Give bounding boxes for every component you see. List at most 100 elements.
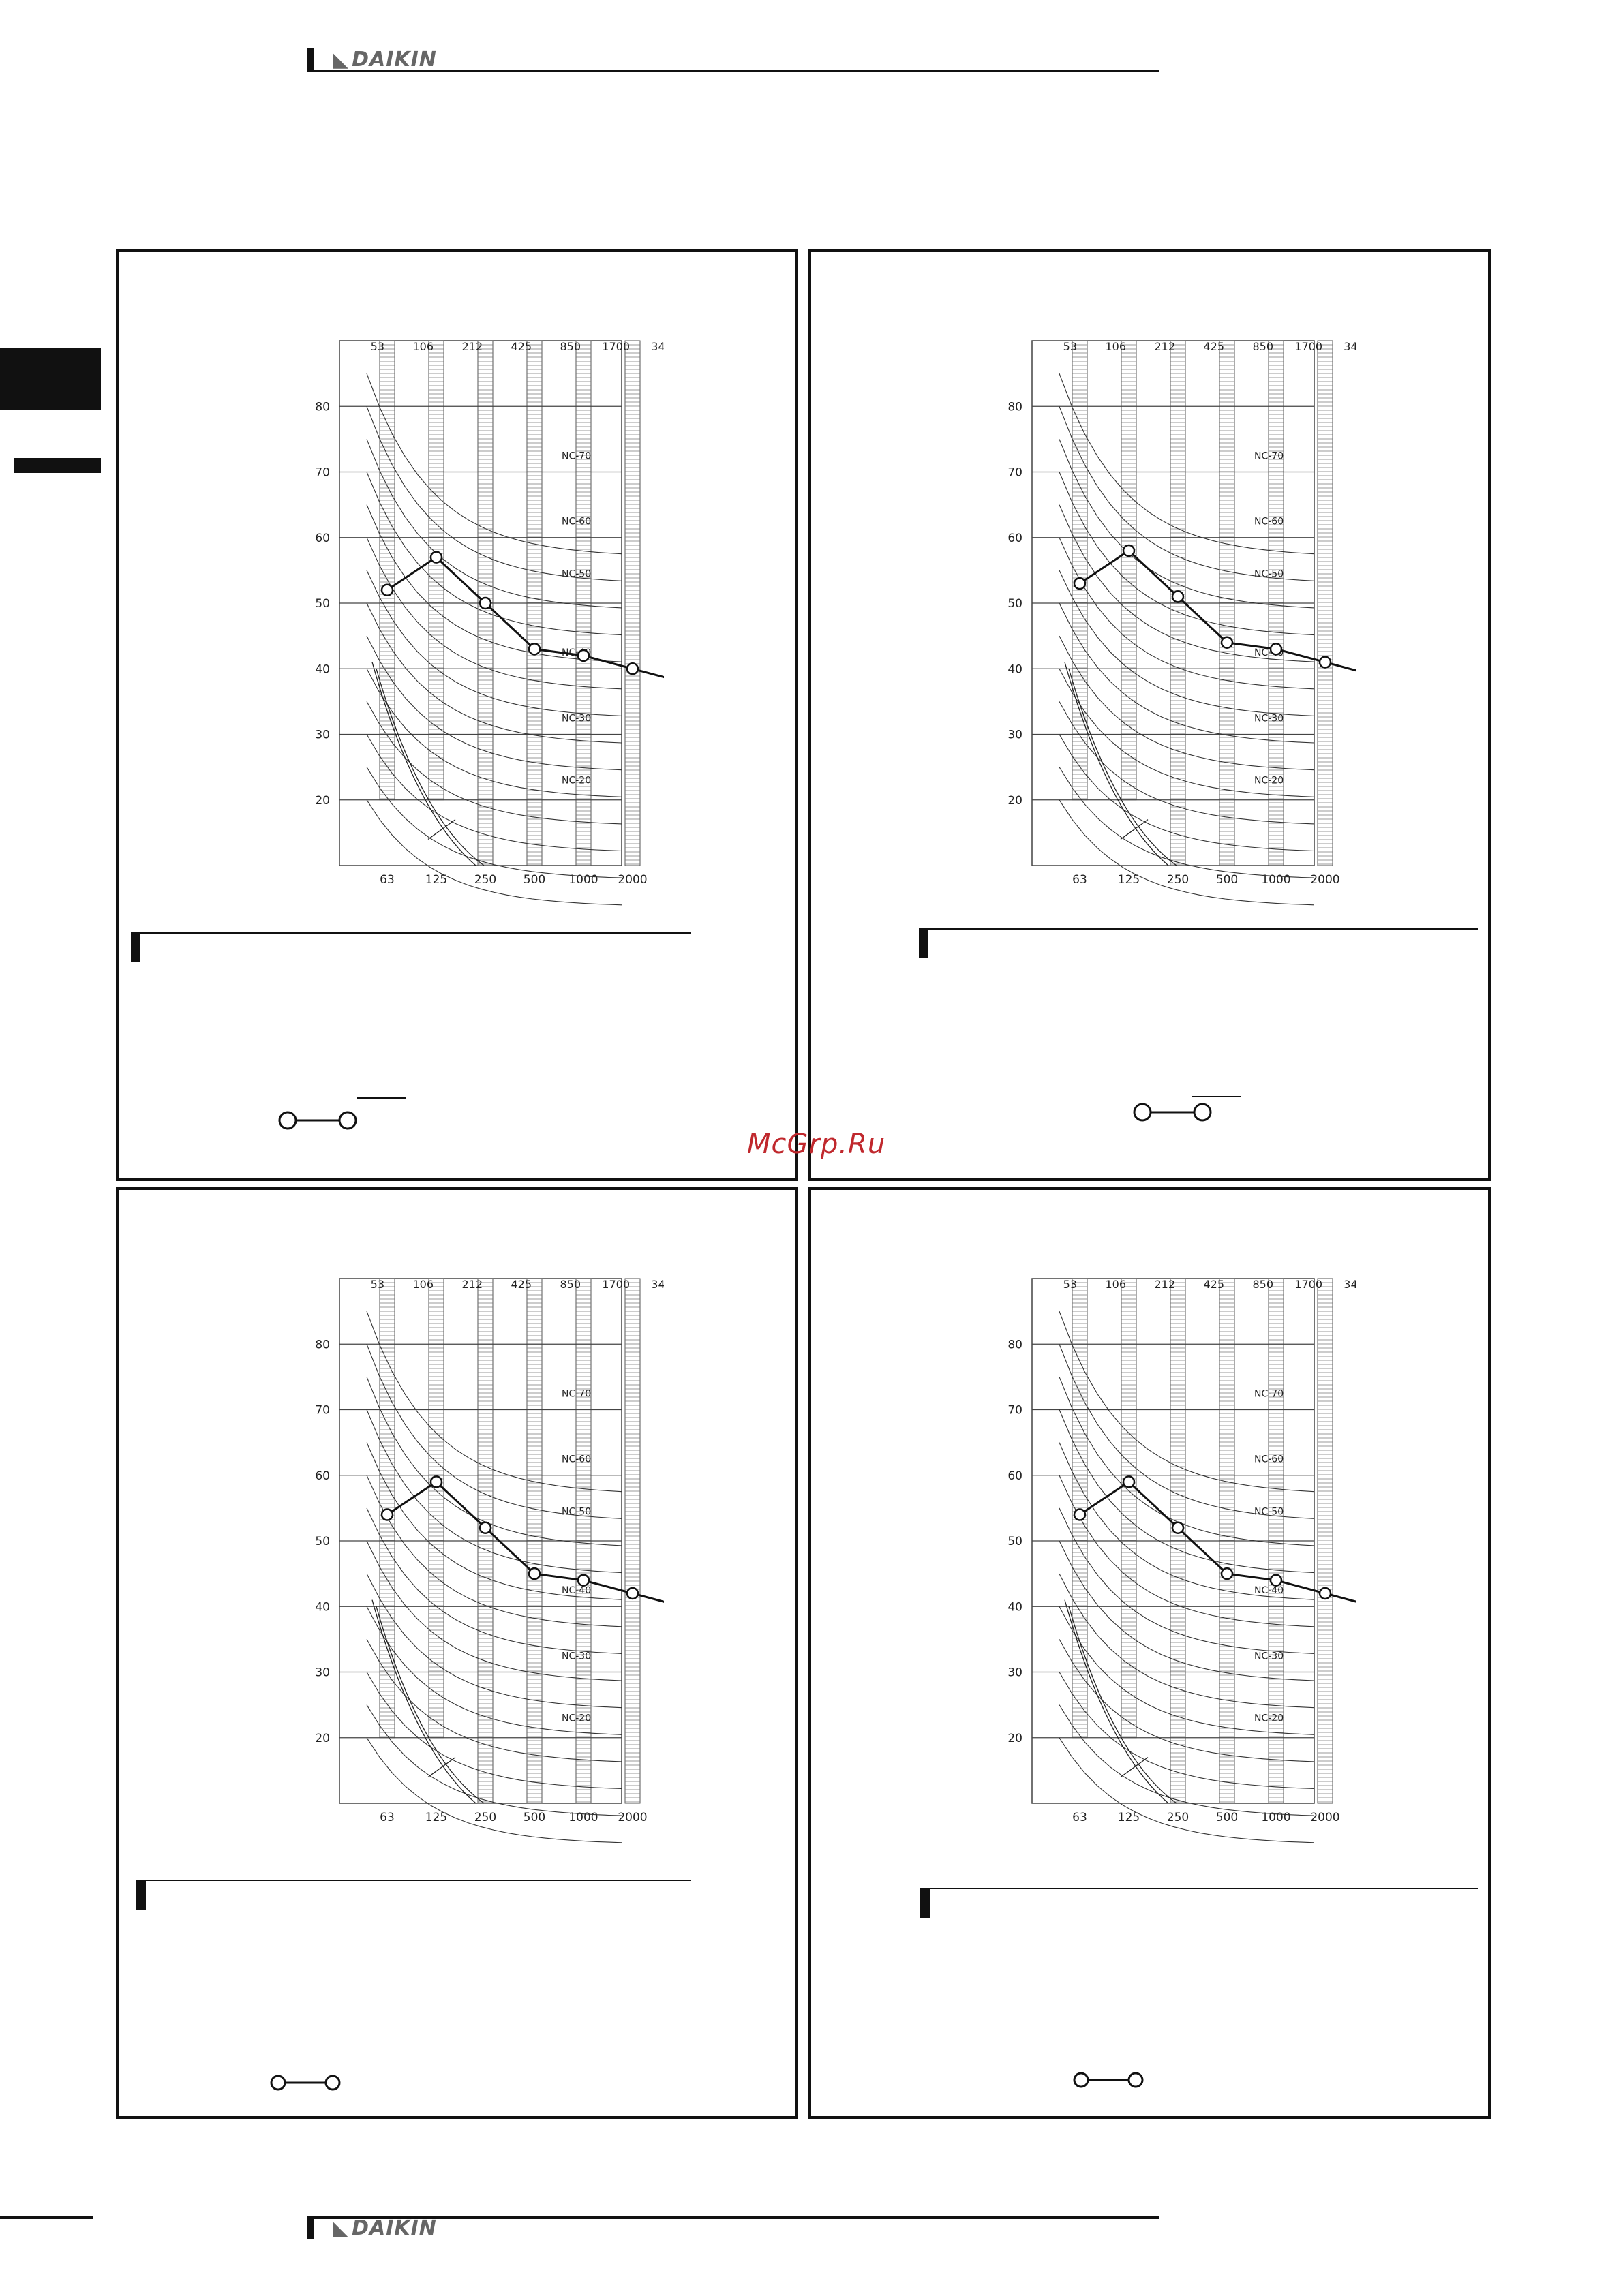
nc-curve-label: NC-30 — [562, 713, 591, 724]
data-point — [479, 596, 492, 610]
header-brand-text: DAIKIN — [352, 48, 437, 72]
nc-curve — [366, 1704, 622, 1816]
section-rule — [920, 1888, 1478, 1889]
nc-curve — [366, 669, 622, 797]
header-daikin-logo: ◣ DAIKIN — [333, 48, 437, 72]
data-point — [577, 649, 590, 662]
nc-chart-2: 2030405060708053106212425850170034006800… — [1007, 340, 1356, 906]
nc-curve — [366, 406, 622, 581]
x-tick-label: 63 — [1072, 873, 1087, 887]
y-tick-label: 30 — [1007, 729, 1022, 742]
nc-curve — [1059, 1507, 1315, 1654]
nc-curve — [366, 373, 622, 555]
x-top-tick-label: 3400 — [651, 1278, 664, 1291]
x-tick-label: 125 — [1118, 1811, 1140, 1824]
x-top-tick-label: 3400 — [1344, 340, 1356, 353]
nc-curve-label: NC-20 — [562, 776, 591, 786]
octave-band — [428, 1278, 444, 1739]
nc-curve-label: NC-60 — [1254, 1454, 1284, 1465]
x-tick-label: 500 — [524, 1811, 545, 1824]
x-tick-label: 500 — [524, 873, 545, 887]
y-tick-label: 60 — [1007, 532, 1022, 545]
x-top-tick-label: 53 — [371, 1278, 384, 1291]
data-point — [1073, 577, 1087, 590]
y-tick-label: 20 — [315, 1732, 330, 1745]
x-tick-label: 1000 — [568, 1811, 598, 1824]
nc-curve — [1059, 767, 1315, 878]
x-top-tick-label: 1700 — [602, 1278, 630, 1291]
nc-curve-label: NC-30 — [1254, 713, 1284, 724]
threshold-curve — [1064, 1599, 1169, 1804]
x-top-tick-label: 53 — [371, 340, 384, 353]
nc-curve — [366, 1507, 622, 1654]
footer-rule — [307, 2216, 1159, 2219]
data-point — [577, 1574, 590, 1587]
data-point — [626, 662, 639, 675]
nc-curve — [366, 1672, 622, 1790]
y-tick-label: 20 — [1007, 1732, 1022, 1745]
nc-curve — [366, 767, 622, 878]
y-tick-label: 70 — [315, 466, 330, 480]
threshold-pointer — [427, 1757, 456, 1778]
nc-curve — [366, 570, 622, 716]
footer-brand-text: DAIKIN — [352, 2216, 437, 2240]
nc-curve — [1059, 504, 1315, 662]
chart-panel-2: 2030405060708053106212425850170034006800… — [808, 249, 1491, 1181]
data-point — [1318, 656, 1332, 669]
section-rule — [136, 1880, 691, 1881]
section-rule — [131, 932, 691, 934]
nc-curve — [1059, 1344, 1315, 1519]
nc-curve — [1059, 1704, 1315, 1816]
nc-curve-label: NC-50 — [1254, 569, 1284, 580]
data-point — [1171, 590, 1185, 603]
octave-band — [624, 340, 641, 866]
threshold-pointer — [427, 819, 456, 840]
y-tick-label: 30 — [315, 1666, 330, 1680]
nc-curve — [366, 1311, 622, 1493]
data-point — [528, 1567, 541, 1580]
data-point — [380, 583, 394, 596]
nc-curve — [1059, 1540, 1315, 1681]
threshold-curve — [376, 669, 485, 866]
y-tick-label: 20 — [315, 794, 330, 808]
nc-curve — [366, 635, 622, 771]
data-point — [1220, 1567, 1234, 1580]
nc-curve-label: NC-60 — [1254, 517, 1284, 527]
threshold-curve — [371, 662, 476, 866]
nc-chart-3: 2030405060708053106212425850170034006800… — [315, 1278, 664, 1843]
x-top-tick-label: 212 — [461, 1278, 483, 1291]
data-point — [528, 643, 541, 656]
nc-curve — [1059, 1573, 1315, 1709]
data-point — [1269, 1574, 1283, 1587]
nc-curve — [366, 1573, 622, 1709]
x-top-tick-label: 106 — [1105, 340, 1126, 353]
header-mark — [307, 48, 314, 71]
nc-curve — [366, 1442, 622, 1600]
x-top-tick-label: 850 — [1252, 1278, 1273, 1291]
short-rule — [1192, 1096, 1241, 1097]
data-point — [479, 1521, 492, 1534]
threshold-pointer — [1120, 819, 1149, 840]
x-tick-label: 1000 — [1261, 873, 1290, 887]
nc-curve-label: NC-40 — [1254, 1585, 1284, 1596]
data-point — [1220, 636, 1234, 649]
y-tick-label: 80 — [1007, 1338, 1022, 1351]
x-top-tick-label: 1700 — [602, 340, 630, 353]
data-point — [1073, 1508, 1087, 1521]
footer-logo-bar: ◣ DAIKIN — [307, 2216, 1159, 2244]
x-top-tick-label: 212 — [1154, 1278, 1175, 1291]
octave-band — [1121, 340, 1137, 801]
y-tick-label: 50 — [1007, 1535, 1022, 1548]
x-top-tick-label: 106 — [412, 1278, 434, 1291]
nc-curve — [366, 504, 622, 662]
nc-curve — [1059, 799, 1315, 906]
section-rule — [919, 928, 1478, 930]
x-top-tick-label: 425 — [511, 1278, 532, 1291]
nc-curve — [1059, 570, 1315, 716]
nc-curve — [366, 734, 622, 852]
nc-curve — [1059, 373, 1315, 555]
nc-curve — [366, 1344, 622, 1519]
nc-curve-label: NC-70 — [562, 1388, 591, 1399]
x-tick-label: 250 — [1167, 1811, 1189, 1824]
octave-band — [1317, 340, 1333, 866]
